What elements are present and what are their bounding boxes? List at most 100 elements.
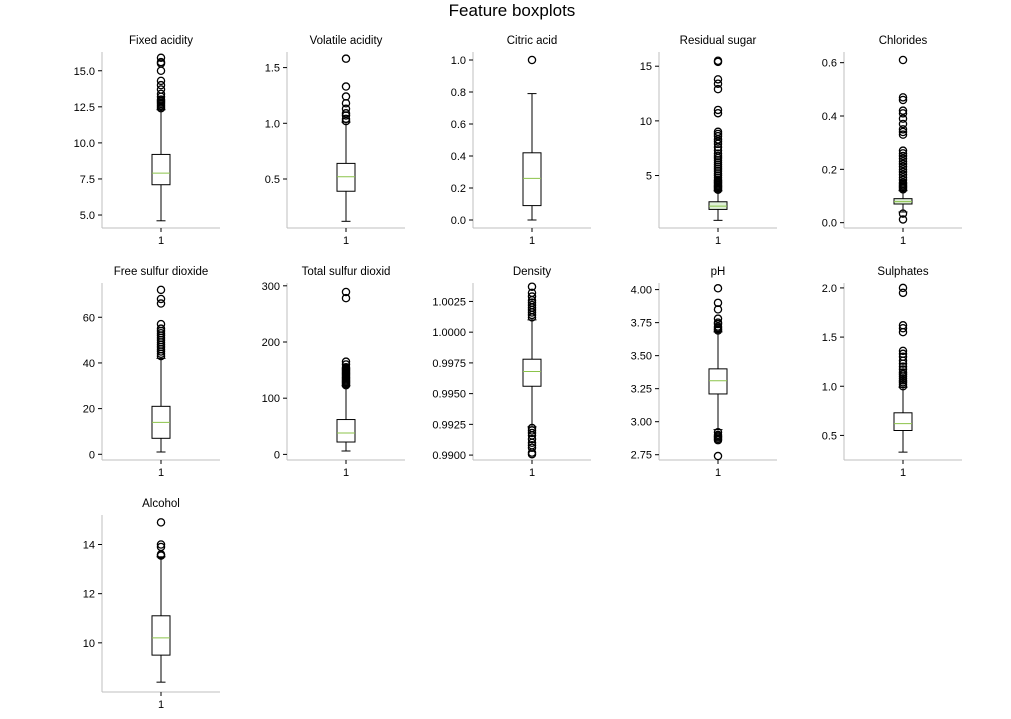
flier-point <box>898 175 908 185</box>
panel-title: Fixed acidity <box>129 35 193 47</box>
iqr-box <box>708 368 728 395</box>
y-tick-label: 3.50 <box>631 351 652 363</box>
y-tick-label: 1.0 <box>265 118 280 130</box>
y-tick-label: 2.0 <box>822 283 837 295</box>
flier-point <box>898 165 908 174</box>
flier-point <box>156 95 166 104</box>
flier-point <box>898 157 908 166</box>
flier-point <box>527 434 537 444</box>
y-tick-label: 0.0 <box>451 215 466 227</box>
panel-1: Fixed acidity 5.0 7.5 10.0 12.5 15.0 1 <box>74 35 220 247</box>
x-tick-label: 1 <box>158 699 164 711</box>
y-tick-label: 1.5 <box>265 63 280 75</box>
flier-point <box>527 440 537 450</box>
panel-title: pH <box>711 266 726 278</box>
iqr-box <box>336 162 356 192</box>
x-tick-label: 1 <box>158 467 164 479</box>
panel-title: Alcohol <box>142 498 180 510</box>
flier-point <box>156 85 166 94</box>
flier-point <box>341 82 351 91</box>
flier-point <box>898 349 908 359</box>
flier-point <box>713 298 723 308</box>
flier-point <box>898 323 908 333</box>
flier-point <box>713 108 723 118</box>
y-tick-label: 0.6 <box>822 58 837 70</box>
x-tick-label: 1 <box>158 235 164 247</box>
y-tick-label: 1.0000 <box>432 327 466 339</box>
y-tick-label: 2.75 <box>631 450 652 462</box>
flier-point <box>898 106 908 115</box>
flier-point <box>713 284 723 293</box>
flier-point <box>898 114 908 123</box>
flier-point <box>898 162 908 171</box>
flier-point <box>341 114 351 124</box>
flier-point <box>713 322 723 331</box>
y-tick-label: 0.2 <box>822 164 837 176</box>
flier-point <box>898 151 908 161</box>
flier-point <box>713 314 723 323</box>
flier-point <box>898 346 908 356</box>
y-tick-label: 0.9900 <box>432 450 466 462</box>
flier-point <box>156 53 166 63</box>
panel-8: Density 0.9900 0.9925 0.9950 0.9975 1.0000 1.0… <box>432 266 591 479</box>
y-tick-label: 4.00 <box>631 285 652 297</box>
y-tick-label: 1.0 <box>451 55 466 67</box>
flier-point <box>713 105 723 115</box>
flier-point <box>713 84 723 94</box>
flier-point <box>341 357 351 366</box>
flier-point <box>341 287 351 297</box>
y-tick-label: 3.25 <box>631 384 652 396</box>
x-tick-label: 1 <box>900 467 906 479</box>
flier-point <box>898 95 908 105</box>
y-tick-label: 0.4 <box>451 151 466 163</box>
y-tick-label: 60 <box>83 312 95 324</box>
flier-point <box>898 55 908 65</box>
y-tick-label: 10.0 <box>74 138 95 150</box>
iqr-box <box>708 201 728 210</box>
y-tick-label: 1.0 <box>822 381 837 393</box>
flier-point <box>156 66 166 76</box>
y-tick-label: 10 <box>640 116 652 128</box>
y-tick-label: 300 <box>262 281 280 293</box>
x-tick-label: 1 <box>715 235 721 247</box>
y-tick-label: 0.5 <box>265 174 280 186</box>
y-tick-label: 12.5 <box>74 102 95 114</box>
flier-point <box>341 104 351 114</box>
flier-point <box>156 285 166 295</box>
flier-point <box>156 540 166 549</box>
y-tick-label: 0.2 <box>451 183 466 195</box>
y-tick-label: 0.0 <box>822 218 837 230</box>
flier-point <box>713 428 723 437</box>
figure-title: Feature boxplots <box>449 1 576 20</box>
x-tick-label: 1 <box>529 235 535 247</box>
flier-point <box>898 154 908 163</box>
flier-point <box>156 299 166 308</box>
flier-point <box>898 215 908 224</box>
y-tick-label: 200 <box>262 337 280 349</box>
flier-point <box>898 125 908 134</box>
flier-point <box>156 76 166 86</box>
flier-point <box>156 324 166 333</box>
flier-point <box>898 149 908 158</box>
y-tick-label: 0.9975 <box>432 358 466 370</box>
x-tick-label: 1 <box>715 467 721 479</box>
y-tick-label: 5.0 <box>80 210 95 222</box>
y-tick-label: 1.0025 <box>432 296 466 308</box>
flier-point <box>156 57 166 67</box>
flier-point <box>898 173 908 182</box>
flier-point <box>156 518 166 527</box>
flier-point <box>898 288 908 298</box>
panel-6: Free sulfur dioxide 0 20 40 60 1 <box>83 266 220 479</box>
flier-point <box>713 79 723 88</box>
y-tick-label: 7.5 <box>80 174 95 186</box>
panel-title: Volatile acidity <box>310 35 383 47</box>
y-tick-label: 10 <box>83 638 95 650</box>
flier-point <box>156 89 166 99</box>
flier-point <box>527 426 537 435</box>
y-tick-label: 0.9950 <box>432 389 466 401</box>
flier-point <box>527 428 537 438</box>
flier-point <box>898 170 908 179</box>
panel-title: Total sulfur dioxid <box>302 266 391 278</box>
y-tick-label: 20 <box>83 404 95 416</box>
flier-point <box>898 119 908 129</box>
